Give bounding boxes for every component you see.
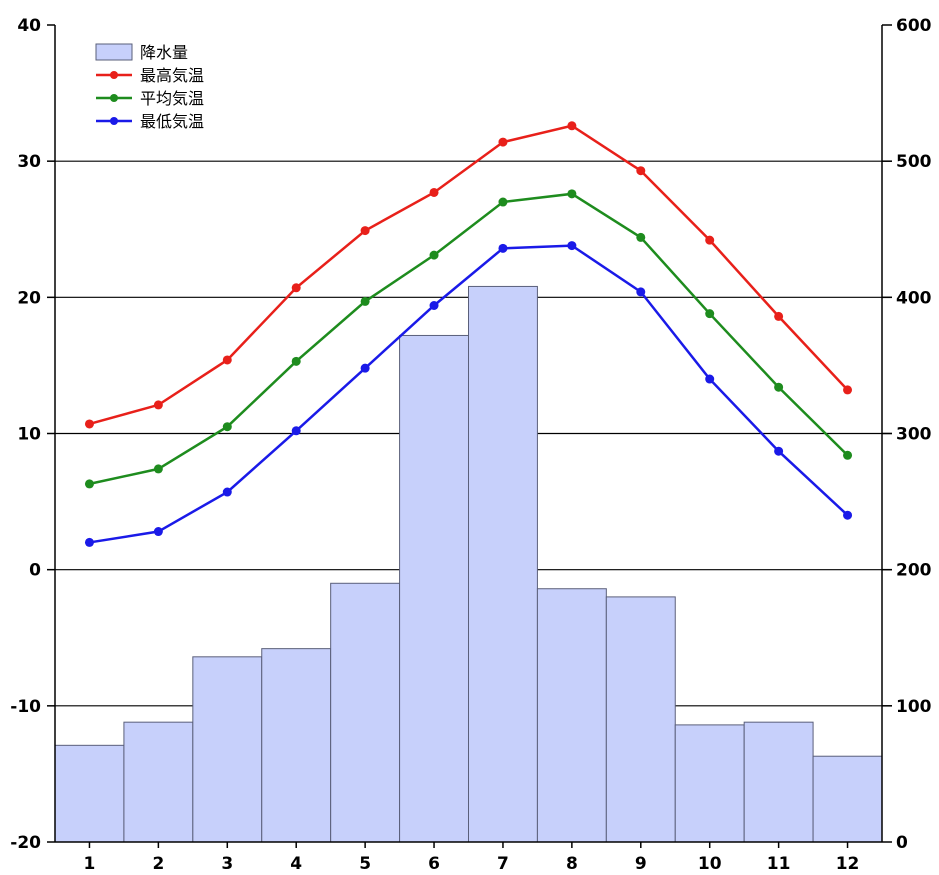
temperature-point bbox=[84, 479, 94, 489]
temperature-point bbox=[429, 301, 439, 311]
right-tick-label: 600 bbox=[896, 16, 932, 36]
precipitation-bar bbox=[123, 721, 194, 843]
left-tick-label: 0 bbox=[29, 561, 41, 581]
legend-label: 降水量 bbox=[140, 43, 188, 62]
axes bbox=[47, 24, 892, 848]
temperature-point bbox=[843, 385, 853, 395]
temperature-point bbox=[774, 446, 784, 456]
x-tick-label: 6 bbox=[428, 854, 440, 874]
precipitation-bar bbox=[812, 755, 883, 843]
temperature-point bbox=[222, 487, 232, 497]
left-tick-label: 20 bbox=[17, 288, 41, 308]
precipitation-bar bbox=[468, 285, 538, 843]
legend-label: 最低気温 bbox=[140, 112, 204, 131]
precipitation-bar bbox=[261, 648, 332, 843]
temperature-point bbox=[567, 121, 577, 131]
temperature-point bbox=[291, 356, 301, 366]
temperature-point bbox=[774, 382, 784, 392]
temperature-point bbox=[498, 197, 508, 207]
right-tick-label: 300 bbox=[896, 425, 932, 445]
precipitation-bar bbox=[743, 721, 814, 843]
right-tick-label: 100 bbox=[896, 697, 932, 717]
temperature-point bbox=[360, 296, 370, 306]
temperature-point bbox=[636, 166, 646, 176]
temperature-point bbox=[153, 464, 163, 474]
x-tick-label: 3 bbox=[221, 854, 233, 874]
legend-label: 最高気温 bbox=[140, 66, 204, 85]
temperature-point bbox=[153, 527, 163, 537]
legend-swatch-precipitation bbox=[95, 43, 133, 61]
temperature-point bbox=[498, 137, 508, 147]
temperature-point bbox=[360, 226, 370, 236]
left-tick-label: 10 bbox=[17, 425, 41, 445]
precipitation-bar bbox=[536, 588, 607, 843]
temperature-point bbox=[567, 189, 577, 199]
right-tick-label: 500 bbox=[896, 152, 932, 172]
precipitation-bar bbox=[605, 596, 676, 843]
precipitation-bar bbox=[674, 724, 745, 843]
temperature-point bbox=[84, 419, 94, 429]
temperature-line bbox=[89, 244, 849, 544]
temperature-point bbox=[843, 510, 853, 520]
temperature-point bbox=[222, 422, 232, 432]
temperature-point bbox=[705, 374, 715, 384]
legend-label: 平均気温 bbox=[140, 89, 204, 108]
right-tick-label: 200 bbox=[896, 561, 932, 581]
legend-swatch-point bbox=[110, 117, 118, 125]
temperature-point bbox=[153, 400, 163, 410]
x-tick-label: 11 bbox=[767, 854, 791, 874]
temperature-point bbox=[429, 187, 439, 197]
temperature-point bbox=[774, 311, 784, 321]
temperature-line bbox=[89, 192, 849, 486]
left-tick-label: -20 bbox=[10, 833, 41, 853]
precipitation-bar bbox=[192, 656, 263, 843]
left-tick-label: 30 bbox=[17, 152, 41, 172]
precipitation-bar bbox=[54, 744, 125, 843]
temperature-point bbox=[636, 232, 646, 242]
left-tick-label: 40 bbox=[17, 16, 41, 36]
precipitation-bar bbox=[399, 334, 470, 843]
temperature-point bbox=[291, 426, 301, 436]
legend-swatch-point bbox=[110, 71, 118, 79]
temperature-point bbox=[705, 309, 715, 319]
temperature-point bbox=[291, 283, 301, 293]
right-tick-label: 400 bbox=[896, 288, 932, 308]
temperature-point bbox=[567, 241, 577, 251]
temperature-point bbox=[705, 235, 715, 245]
x-tick-label: 1 bbox=[84, 854, 96, 874]
precipitation-bar bbox=[330, 582, 401, 843]
left-tick-label: -10 bbox=[10, 697, 41, 717]
x-tick-label: 10 bbox=[698, 854, 722, 874]
x-tick-label: 12 bbox=[836, 854, 860, 874]
x-tick-label: 9 bbox=[635, 854, 647, 874]
x-tick-label: 5 bbox=[359, 854, 371, 874]
temperature-point bbox=[636, 287, 646, 297]
x-tick-label: 4 bbox=[290, 854, 302, 874]
temperature-point bbox=[360, 363, 370, 373]
temperature-point bbox=[498, 243, 508, 253]
temperature-point bbox=[222, 355, 232, 365]
x-tick-label: 2 bbox=[152, 854, 164, 874]
temperature-point bbox=[843, 450, 853, 460]
right-tick-label: 0 bbox=[896, 833, 908, 853]
x-tick-label: 7 bbox=[497, 854, 509, 874]
x-tick-label: 8 bbox=[566, 854, 578, 874]
legend-swatch-point bbox=[110, 94, 118, 102]
temperature-point bbox=[429, 250, 439, 260]
temperature-line bbox=[89, 124, 849, 426]
precipitation-bars bbox=[54, 285, 883, 843]
temperature-lines bbox=[84, 121, 853, 547]
temperature-point bbox=[84, 537, 94, 547]
